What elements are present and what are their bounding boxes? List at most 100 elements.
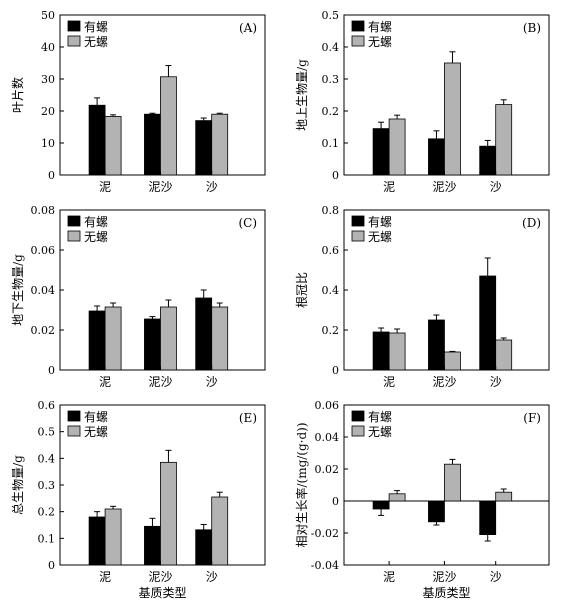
bar-with-snail — [372, 331, 390, 371]
y-tick-label: 0.3 — [322, 73, 340, 86]
bar-without-snail — [104, 306, 122, 371]
x-category-label: 泥沙 — [148, 375, 172, 389]
bar-with-snail — [88, 516, 106, 566]
y-tick-label: 0.5 — [38, 426, 56, 439]
bar-with-snail — [195, 120, 213, 176]
bar-with-snail — [428, 500, 445, 523]
x-category-label: 沙 — [206, 570, 218, 584]
legend-label: 有螺 — [84, 215, 108, 229]
x-category-label: 泥沙 — [432, 180, 456, 194]
legend-swatch-with-snail — [351, 215, 365, 227]
y-tick-label: 30 — [41, 73, 55, 86]
legend-label: 无螺 — [84, 230, 108, 244]
legend-label: 无螺 — [84, 425, 108, 439]
panel-label: (C) — [238, 216, 257, 230]
y-tick-label: 0.6 — [322, 244, 340, 257]
y-tick-label: 0 — [332, 364, 339, 377]
plot-frame — [343, 404, 550, 566]
y-tick-label: 0.4 — [38, 452, 56, 465]
legend-swatch-with-snail — [351, 410, 365, 422]
x-category-label: 泥沙 — [432, 570, 456, 584]
legend-label: 有螺 — [368, 20, 392, 34]
panel-label: (D) — [522, 216, 541, 230]
y-tick-label: 0.6 — [38, 399, 56, 412]
bar-with-snail — [195, 529, 213, 566]
y-tick-label: 0.02 — [315, 463, 340, 476]
legend-swatch-without-snail — [351, 230, 365, 242]
panel-label: (A) — [239, 21, 257, 35]
bar-with-snail — [88, 310, 106, 371]
x-category-label: 沙 — [490, 375, 502, 389]
bar-without-snail — [388, 493, 406, 502]
y-tick-label: 0.06 — [31, 244, 56, 257]
bar-without-snail — [160, 306, 177, 371]
legend-label: 有螺 — [368, 410, 392, 424]
legend-swatch-without-snail — [351, 35, 365, 47]
bar-without-snail — [104, 116, 122, 176]
y-tick-label: 0.2 — [322, 105, 340, 118]
y-tick-label: 0.3 — [38, 479, 56, 492]
y-axis-label: 地下生物量/g — [11, 254, 25, 326]
y-tick-label: -0.04 — [311, 559, 339, 572]
legend-swatch-without-snail — [67, 425, 81, 437]
panel-label: (B) — [523, 21, 541, 35]
y-tick-label: 0.1 — [38, 532, 56, 545]
x-category-label: 泥 — [383, 375, 395, 389]
x-category-label: 泥 — [99, 180, 111, 194]
legend-swatch-without-snail — [351, 425, 365, 437]
x-axis-label: 基质类型 — [422, 586, 470, 600]
legend-swatch-without-snail — [67, 35, 81, 47]
bar-without-snail — [104, 508, 122, 566]
x-category-label: 沙 — [206, 180, 218, 194]
legend-label: 无螺 — [368, 230, 392, 244]
y-tick-label: 40 — [41, 41, 55, 54]
x-category-label: 泥沙 — [148, 180, 172, 194]
y-tick-label: 0.2 — [38, 506, 56, 519]
bar-without-snail — [211, 306, 229, 371]
legend-label: 有螺 — [84, 410, 108, 424]
bar-with-snail — [144, 318, 161, 371]
y-axis-label: 地上生物量/g — [295, 59, 309, 131]
x-category-label: 沙 — [206, 375, 218, 389]
bar-without-snail — [444, 351, 461, 371]
panel-label: (E) — [239, 411, 257, 425]
x-category-label: 泥 — [99, 375, 111, 389]
legend-label: 无螺 — [368, 35, 392, 49]
y-axis-label: 叶片数 — [10, 77, 25, 113]
legend-label: 无螺 — [84, 35, 108, 49]
legend-label: 无螺 — [368, 425, 392, 439]
bar-without-snail — [388, 332, 406, 371]
y-axis-label: 相对生长率/(mg/(g·d)) — [294, 422, 309, 547]
y-tick-label: 0 — [332, 169, 339, 182]
y-axis-label: 总生物量/g — [11, 455, 25, 515]
legend-swatch-with-snail — [67, 410, 81, 422]
y-tick-label: 10 — [41, 137, 55, 150]
y-tick-label: 0.04 — [31, 284, 56, 297]
bar-without-snail — [495, 104, 513, 176]
x-category-label: 沙 — [490, 180, 502, 194]
bar-without-snail — [211, 496, 229, 566]
bar-without-snail — [444, 463, 461, 502]
y-tick-label: -0.02 — [311, 527, 339, 540]
y-tick-label: 0.1 — [322, 137, 340, 150]
y-tick-label: 0.08 — [31, 204, 56, 217]
y-tick-label: 0.8 — [322, 204, 340, 217]
y-tick-label: 0.06 — [315, 399, 340, 412]
y-tick-label: 0 — [332, 495, 339, 508]
x-category-label: 泥 — [99, 570, 111, 584]
y-tick-label: 0 — [48, 169, 55, 182]
x-axis-label: 基质类型 — [138, 586, 186, 600]
legend-swatch-without-snail — [67, 230, 81, 242]
bar-with-snail — [428, 138, 445, 176]
x-category-label: 泥沙 — [148, 570, 172, 584]
y-tick-label: 20 — [41, 105, 55, 118]
legend-swatch-with-snail — [351, 20, 365, 32]
bar-without-snail — [211, 113, 229, 176]
bar-without-snail — [388, 118, 406, 176]
panel-label: (F) — [523, 411, 541, 425]
